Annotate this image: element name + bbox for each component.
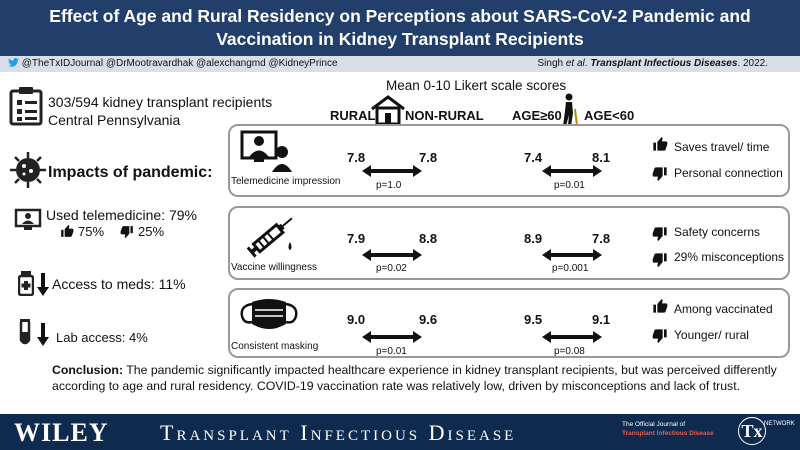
vaccine-non-rural-score: 8.8	[419, 231, 438, 246]
thumbs-up-pct: 75%	[78, 224, 105, 239]
masking-non-rural-score: 9.6	[419, 312, 438, 327]
doctor-screen-icon	[240, 130, 292, 172]
header-rural: RURAL	[330, 108, 376, 123]
masking-higher: Among vaccinated	[674, 302, 773, 316]
thumbs-down-icon	[652, 329, 667, 343]
telemedicine-non-rural-score: 7.8	[419, 150, 438, 165]
vaccine-residency-pvalue: p=0.02	[376, 263, 407, 274]
conclusion-text: The pandemic significantly impacted heal…	[52, 363, 777, 393]
citation-year: . 2022.	[737, 58, 768, 69]
double-arrow-icon	[542, 165, 602, 177]
thumbs-down-pct: 25%	[138, 224, 165, 239]
meds-access: Access to meds: 11%	[52, 276, 186, 292]
impacts-title: Impacts of pandemic:	[48, 164, 213, 181]
lab-access: Lab access: 4%	[56, 330, 148, 345]
cohort-line2: Central Pennsylvania	[48, 112, 181, 128]
telemedicine-residency-pvalue: p=1.0	[376, 180, 402, 191]
telemedicine-rural-score: 7.8	[347, 150, 366, 165]
thumbs-down-icon	[120, 226, 133, 239]
vaccine-concern-safety: Safety concerns	[674, 225, 761, 239]
vaccine-age-lt60-score: 7.8	[592, 231, 611, 246]
thumbs-down-icon	[652, 167, 667, 181]
double-arrow-icon	[542, 249, 602, 261]
thumbs-up-icon	[653, 299, 668, 313]
official-line1: The Official Journal of	[622, 421, 686, 428]
social-bar: @TheTxIDJournal @DrMootravardhak @alexch…	[0, 56, 800, 72]
conclusion-label: Conclusion:	[52, 363, 124, 377]
telemedicine-age-lt60-score: 8.1	[592, 150, 611, 165]
conclusion: Conclusion: The pandemic significantly i…	[52, 362, 792, 394]
tx-logo-text: Tx	[738, 417, 766, 445]
masking-age-pvalue: p=0.08	[554, 346, 585, 357]
telemedicine-age-pvalue: p=0.01	[554, 180, 585, 191]
down-arrow-icon	[37, 273, 49, 296]
cohort-line1: 303/594 kidney transplant recipients	[48, 94, 273, 110]
virus-icon	[10, 152, 46, 188]
citation-period: .	[584, 58, 591, 69]
telemedicine-negative: Personal connection	[674, 166, 783, 180]
double-arrow-icon	[362, 249, 422, 261]
clipboard-icon	[9, 87, 43, 126]
masking-age-lt60-score: 9.1	[592, 312, 611, 327]
likert-title: Mean 0-10 Likert scale scores	[386, 78, 567, 93]
page-title: Effect of Age and Rural Residency on Per…	[49, 6, 751, 49]
double-arrow-icon	[362, 165, 422, 177]
masking-lower: Younger/ rural	[674, 328, 749, 342]
header-non-rural: NON-RURAL	[405, 108, 484, 123]
thumbs-up-icon	[653, 137, 668, 151]
twitter-handles: @TheTxIDJournal @DrMootravardhak @alexch…	[8, 56, 338, 72]
citation: Singh et al. Transplant Infectious Disea…	[537, 56, 768, 72]
official-line2: Transplant Infectious Disease	[622, 430, 714, 437]
header-age-ge60: AGE≥60	[512, 108, 562, 123]
syringe-icon	[246, 217, 293, 258]
masking-residency-pvalue: p=0.01	[376, 346, 407, 357]
double-arrow-icon	[362, 331, 422, 343]
elderly-person-icon	[563, 93, 578, 127]
footer-bar: WILEY Transplant Infectious Disease The …	[0, 414, 800, 450]
telemedicine-small-icon	[14, 208, 42, 230]
panel-masking	[228, 288, 790, 358]
medication-bottle-icon	[18, 271, 34, 296]
double-arrow-icon	[542, 331, 602, 343]
vaccine-concern-misconceptions: 29% misconceptions	[674, 250, 785, 264]
telemedicine-positive: Saves travel/ time	[674, 140, 770, 154]
official-journal-note: The Official Journal of Transplant Infec…	[622, 420, 714, 438]
down-arrow-icon	[37, 323, 49, 346]
panel-masking-label: Consistent masking	[231, 341, 319, 352]
tx-network-logo: Tx NETWORK	[736, 417, 795, 447]
masking-age-ge60-score: 9.5	[524, 312, 543, 327]
panel-vaccine	[228, 206, 790, 280]
handles-text: @TheTxIDJournal @DrMootravardhak @alexch…	[21, 58, 338, 69]
title-banner: Effect of Age and Rural Residency on Per…	[0, 0, 800, 56]
telemedicine-age-ge60-score: 7.4	[524, 150, 543, 165]
thumbs-down-icon	[652, 227, 667, 241]
wiley-logo: WILEY	[14, 418, 109, 447]
panel-telemedicine-label: Telemedicine impression	[231, 176, 341, 187]
twitter-bird-icon	[8, 58, 19, 67]
telemedicine-usage: Used telemedicine: 79%	[46, 207, 197, 223]
citation-journal: Transplant Infectious Diseases	[590, 58, 738, 69]
vaccine-age-ge60-score: 8.9	[524, 231, 543, 246]
vaccine-rural-score: 7.9	[347, 231, 366, 246]
tx-network-text: NETWORK	[764, 421, 795, 427]
vaccine-age-pvalue: p=0.001	[552, 263, 589, 274]
thumbs-down-icon	[652, 253, 667, 267]
house-icon	[371, 95, 405, 125]
citation-authors: Singh	[537, 58, 566, 69]
thumbs-up-icon	[61, 224, 74, 237]
panel-vaccine-label: Vaccine willingness	[231, 262, 317, 273]
masking-rural-score: 9.0	[347, 312, 366, 327]
citation-etal: et al	[565, 58, 585, 69]
header-age-lt60: AGE<60	[584, 108, 635, 123]
test-tube-icon	[19, 319, 31, 345]
journal-name: Transplant Infectious Disease	[160, 420, 517, 445]
panel-telemedicine	[228, 124, 790, 197]
face-mask-icon	[240, 299, 298, 329]
